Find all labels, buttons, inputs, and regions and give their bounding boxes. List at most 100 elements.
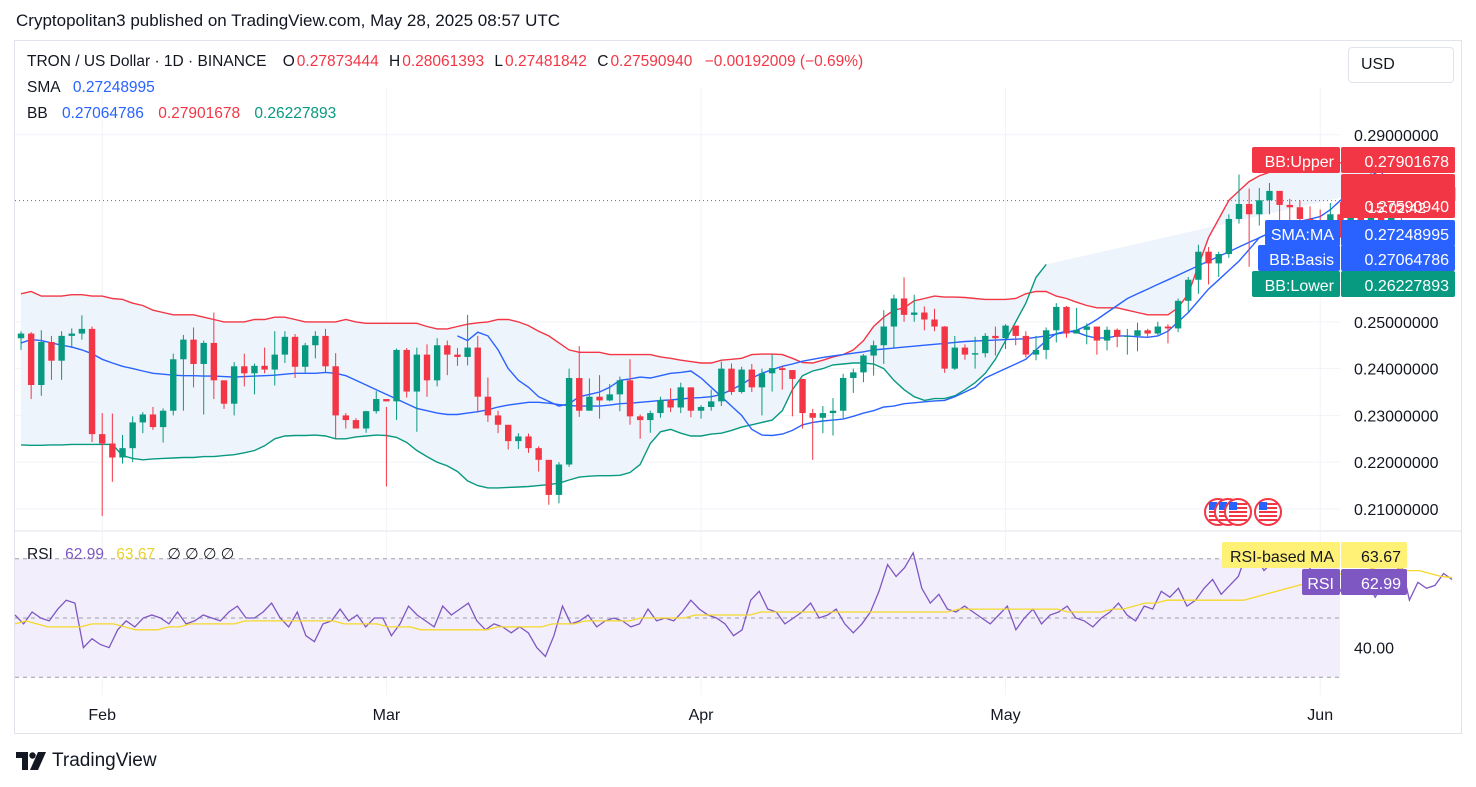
candle-body[interactable] (1063, 306, 1070, 334)
candle-body[interactable] (708, 401, 715, 407)
candle-body[interactable] (941, 326, 948, 369)
candle-body[interactable] (444, 345, 451, 355)
candle-body[interactable] (931, 319, 938, 327)
candle-body[interactable] (850, 372, 857, 378)
candle-body[interactable] (535, 448, 542, 460)
sma-line[interactable] (457, 166, 1392, 437)
candle-body[interactable] (636, 416, 644, 421)
candle-body[interactable] (220, 380, 228, 404)
bb-lower-line[interactable] (20, 263, 1047, 489)
candle-body[interactable] (38, 341, 45, 386)
candle-body[interactable] (1185, 279, 1192, 301)
candle-body[interactable] (565, 377, 573, 465)
candle-body[interactable] (779, 368, 786, 371)
candle-body[interactable] (403, 349, 410, 392)
candle-body[interactable] (1276, 190, 1283, 205)
rsi-legend[interactable]: RSI 62.99 63.67 ∅ ∅ ∅ ∅ (27, 545, 236, 564)
candle-body[interactable] (870, 345, 877, 356)
candle-body[interactable] (667, 399, 674, 408)
candle-body[interactable] (1235, 203, 1243, 219)
candle-body[interactable] (971, 353, 979, 355)
candle-body[interactable] (271, 354, 278, 370)
candle-body[interactable] (190, 339, 197, 364)
candle-body[interactable] (1164, 326, 1172, 329)
candle-body[interactable] (119, 448, 126, 458)
candle-body[interactable] (525, 436, 532, 449)
candle-body[interactable] (1154, 326, 1161, 334)
candle-body[interactable] (1093, 326, 1101, 341)
candle-body[interactable] (921, 312, 928, 320)
candle-body[interactable] (728, 368, 735, 393)
candle-body[interactable] (180, 339, 187, 360)
candle-body[interactable] (474, 347, 481, 397)
candle-body[interactable] (291, 336, 299, 367)
candle-body[interactable] (961, 347, 969, 355)
candle-body[interactable] (1124, 335, 1131, 337)
candle-body[interactable] (423, 354, 431, 381)
candle-body[interactable] (1245, 203, 1253, 215)
symbol-title[interactable]: TRON / US Dollar · 1D · BINANCE (27, 53, 267, 70)
candle-body[interactable] (738, 369, 745, 393)
candle-body[interactable] (159, 410, 167, 428)
candle-body[interactable] (1215, 254, 1222, 264)
candle-body[interactable] (657, 399, 664, 414)
candle-body[interactable] (748, 369, 755, 388)
candle-body[interactable] (494, 415, 502, 425)
candle-body[interactable] (606, 394, 613, 401)
candle-body[interactable] (17, 333, 25, 339)
candle-body[interactable] (1296, 207, 1304, 219)
candle-body[interactable] (900, 298, 908, 315)
candle-body[interactable] (261, 365, 268, 370)
candle-body[interactable] (1083, 326, 1090, 330)
candle-body[interactable] (718, 368, 725, 402)
candle-body[interactable] (768, 368, 776, 374)
rsi-ma-line[interactable] (14, 566, 1453, 631)
candle-body[interactable] (251, 365, 258, 374)
candle-body[interactable] (1286, 204, 1293, 208)
candle-body[interactable] (1103, 329, 1111, 341)
candle-body[interactable] (1256, 200, 1263, 215)
candle-body[interactable] (413, 354, 421, 392)
candle-body[interactable] (58, 335, 65, 361)
candle-body[interactable] (230, 366, 238, 404)
candle-body[interactable] (342, 415, 349, 421)
rsi-line[interactable] (14, 548, 1453, 658)
candle-body[interactable] (890, 298, 898, 327)
candle-body[interactable] (433, 345, 441, 381)
candle-body[interactable] (687, 387, 695, 411)
candle-body[interactable] (281, 336, 289, 355)
currency-button[interactable]: USD (1348, 47, 1454, 83)
candle-body[interactable] (312, 335, 319, 346)
candle-body[interactable] (545, 459, 552, 495)
candle-body[interactable] (880, 326, 887, 346)
candle-body[interactable] (647, 413, 654, 421)
candle-body[interactable] (27, 333, 35, 386)
candle-body[interactable] (149, 414, 157, 428)
candle-body[interactable] (1144, 330, 1151, 334)
candle-body[interactable] (505, 424, 512, 442)
candle-body[interactable] (129, 422, 136, 449)
candle-body[interactable] (1337, 214, 1344, 231)
candle-body[interactable] (1073, 329, 1080, 334)
candle-body[interactable] (555, 464, 563, 495)
candle-body[interactable] (616, 380, 624, 395)
candle-body[interactable] (819, 413, 827, 418)
candle-body[interactable] (373, 399, 380, 412)
candle-body[interactable] (1053, 306, 1060, 331)
candle-body[interactable] (393, 349, 400, 402)
candle-body[interactable] (454, 354, 461, 357)
candle-body[interactable] (951, 347, 958, 369)
candle-body[interactable] (68, 333, 75, 336)
candle-body[interactable] (210, 342, 218, 381)
candle-body[interactable] (1012, 325, 1019, 336)
candle-body[interactable] (586, 396, 593, 411)
candle-body[interactable] (332, 366, 339, 416)
candle-body[interactable] (352, 420, 360, 429)
candle-body[interactable] (911, 312, 918, 315)
sma-legend[interactable]: SMA 0.27248995 (27, 79, 157, 97)
candle-body[interactable] (860, 355, 867, 373)
candle-body[interactable] (1134, 330, 1141, 336)
candle-body[interactable] (982, 335, 989, 354)
candle-body[interactable] (596, 396, 603, 401)
